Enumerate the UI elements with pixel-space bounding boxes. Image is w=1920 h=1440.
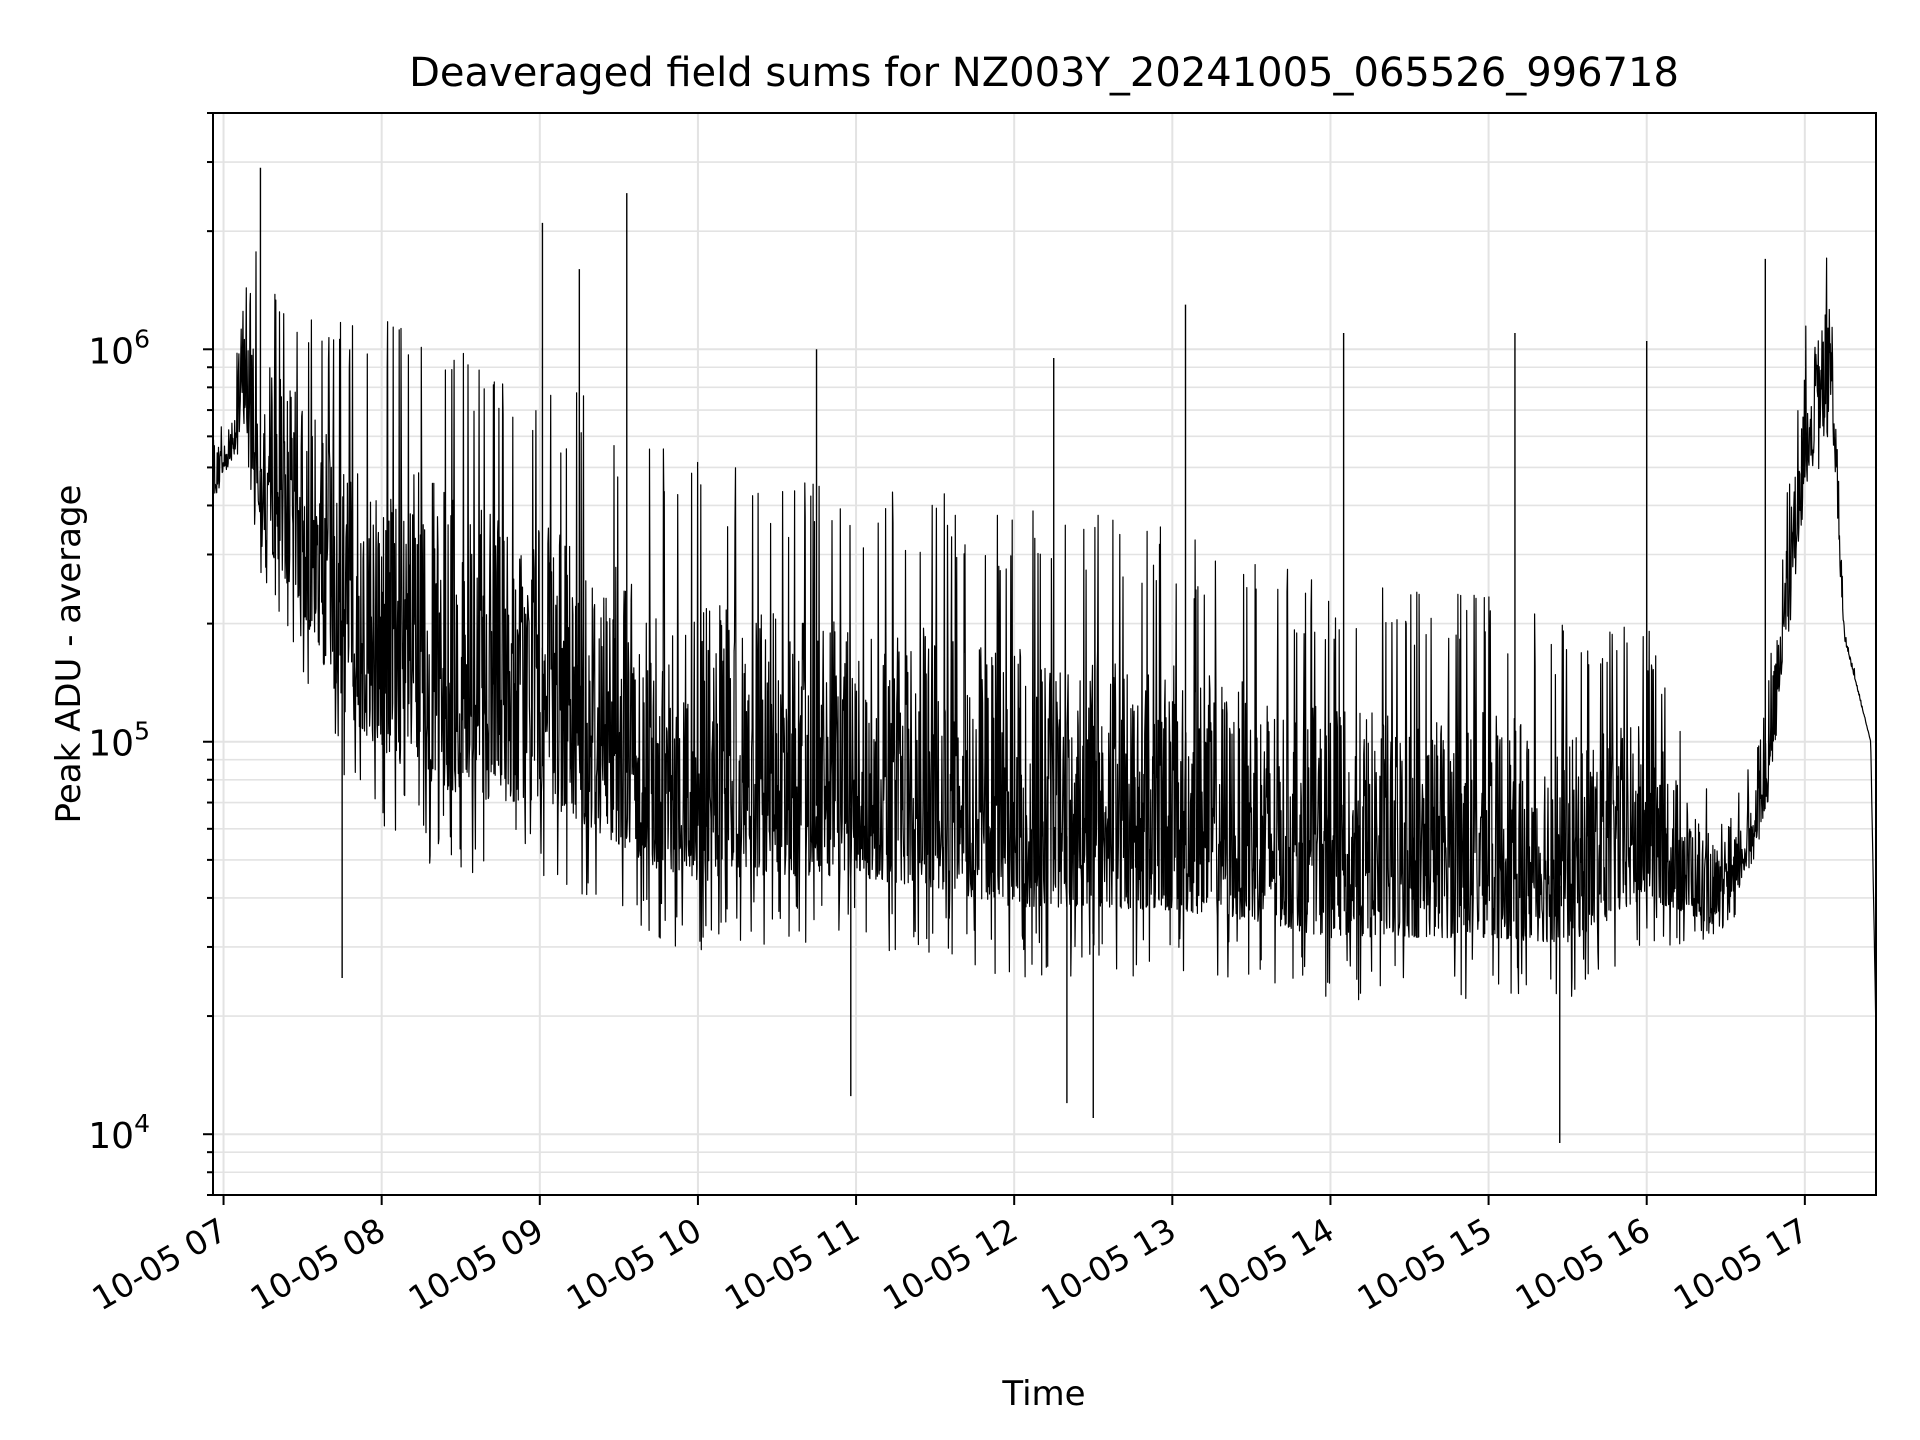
y-tick-label: 106 bbox=[88, 324, 150, 372]
y-tick-label: 105 bbox=[88, 717, 150, 765]
y-axis-label: Peak ADU - average bbox=[49, 485, 89, 824]
y-tick-label: 104 bbox=[88, 1109, 150, 1157]
series-line bbox=[212, 251, 1877, 1035]
chart-title: Deaveraged field sums for NZ003Y_2024100… bbox=[409, 50, 1679, 96]
x-axis-label: Time bbox=[1001, 1374, 1085, 1414]
y-axis: 104 105 106 bbox=[88, 112, 213, 1196]
plot-area bbox=[212, 167, 1877, 1143]
plot-frame bbox=[212, 112, 1877, 1196]
